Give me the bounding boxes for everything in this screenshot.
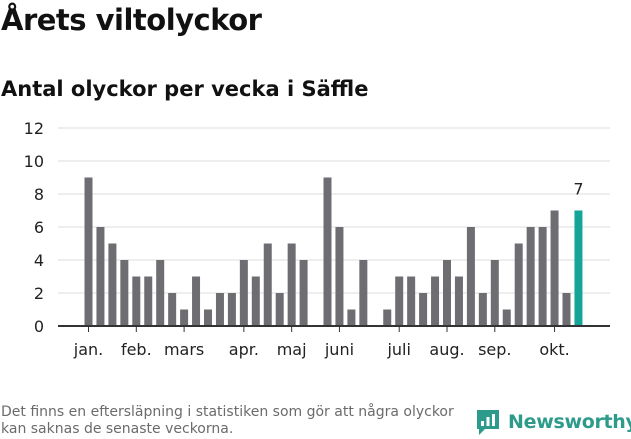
y-tick-label: 6 xyxy=(34,218,44,237)
bar xyxy=(192,276,201,326)
bar xyxy=(156,260,165,326)
bar xyxy=(562,293,571,326)
bar xyxy=(478,293,487,326)
x-tick-label: aug. xyxy=(429,340,464,359)
bar xyxy=(431,276,440,326)
x-tick-label: sep. xyxy=(478,340,511,359)
bar xyxy=(407,276,416,326)
bar xyxy=(96,227,105,326)
bar xyxy=(251,276,260,326)
bar-highlight xyxy=(574,210,583,326)
bar xyxy=(84,177,93,326)
bar xyxy=(108,243,117,326)
x-tick-label: maj xyxy=(277,340,307,359)
bar xyxy=(550,210,559,326)
y-tick-label: 2 xyxy=(34,284,44,303)
bar xyxy=(443,260,451,326)
newsworthy-logo-icon xyxy=(477,410,499,435)
x-tick-label: juni xyxy=(324,340,354,359)
y-tick-label: 4 xyxy=(34,251,44,270)
bar xyxy=(323,177,332,326)
chart-subtitle: Antal olyckor per vecka i Säffle xyxy=(1,77,369,101)
bar xyxy=(454,276,463,326)
bar xyxy=(215,293,224,326)
chart-title: Årets viltolyckor xyxy=(1,3,262,37)
bar xyxy=(287,243,296,326)
bar xyxy=(227,293,236,326)
bar xyxy=(180,309,189,326)
bar xyxy=(395,276,404,326)
bar xyxy=(335,227,344,326)
x-tick-label: okt. xyxy=(539,340,569,359)
x-tick-label: feb. xyxy=(121,340,152,359)
bar xyxy=(299,260,308,326)
bar xyxy=(204,309,212,326)
bar xyxy=(132,276,141,326)
bar xyxy=(120,260,129,326)
x-tick-label: mars xyxy=(164,340,204,359)
newsworthy-logo-text: Newsworthy xyxy=(508,411,631,433)
bar xyxy=(526,227,535,326)
footnote: Det finns en eftersläpning i statistiken… xyxy=(1,404,454,437)
bar xyxy=(168,293,177,326)
data-label: 7 xyxy=(573,180,583,199)
bar xyxy=(383,309,392,326)
newsworthy-logo[interactable]: Newsworthy xyxy=(475,408,631,436)
bar xyxy=(490,260,499,326)
bar xyxy=(275,293,284,326)
bar xyxy=(466,227,475,326)
bar-chart: 0 2 4 6 8 10 12 jan. feb. mars apr. maj juni juli aug.… xyxy=(24,119,610,359)
x-tick-label: juli xyxy=(386,340,410,359)
bar xyxy=(144,276,153,326)
bar xyxy=(347,309,356,326)
bar xyxy=(419,293,428,326)
x-tick-label: jan. xyxy=(73,340,103,359)
bar xyxy=(538,227,547,326)
y-tick-label: 10 xyxy=(24,152,44,171)
bar xyxy=(239,260,248,326)
y-tick-label: 12 xyxy=(24,119,44,138)
y-tick-label: 8 xyxy=(34,185,44,204)
bar xyxy=(263,243,272,326)
y-tick-label: 0 xyxy=(34,317,44,336)
x-tick-label: apr. xyxy=(229,340,259,359)
bar xyxy=(359,260,368,326)
bar xyxy=(502,309,511,326)
bar xyxy=(514,243,523,326)
